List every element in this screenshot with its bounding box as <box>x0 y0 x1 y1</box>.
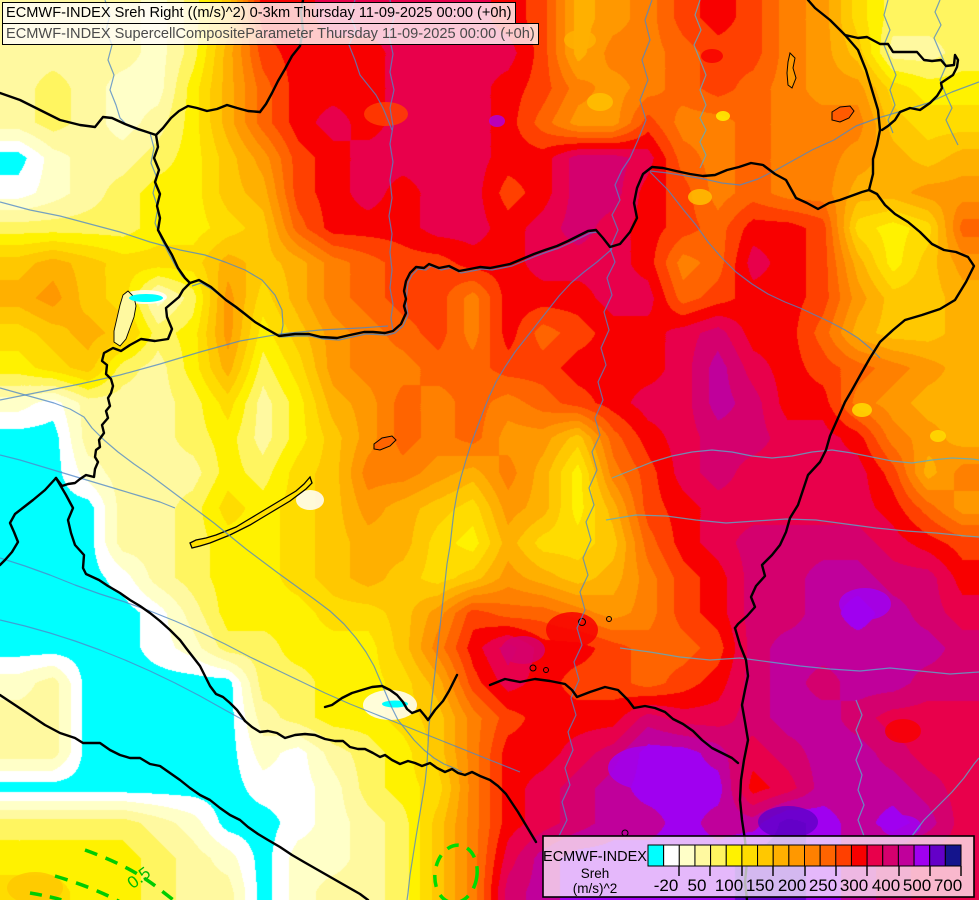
svg-text:50: 50 <box>688 876 707 895</box>
svg-text:700: 700 <box>934 876 962 895</box>
svg-text:500: 500 <box>903 876 931 895</box>
svg-text:(m/s)^2: (m/s)^2 <box>573 881 618 896</box>
svg-text:250: 250 <box>809 876 837 895</box>
svg-text:Sreh: Sreh <box>581 866 610 881</box>
svg-text:200: 200 <box>778 876 806 895</box>
svg-text:-20: -20 <box>654 876 679 895</box>
svg-text:ECMWF-INDEX: ECMWF-INDEX <box>543 849 647 865</box>
svg-text:150: 150 <box>746 876 774 895</box>
svg-text:300: 300 <box>840 876 868 895</box>
svg-text:400: 400 <box>872 876 900 895</box>
svg-text:100: 100 <box>715 876 743 895</box>
